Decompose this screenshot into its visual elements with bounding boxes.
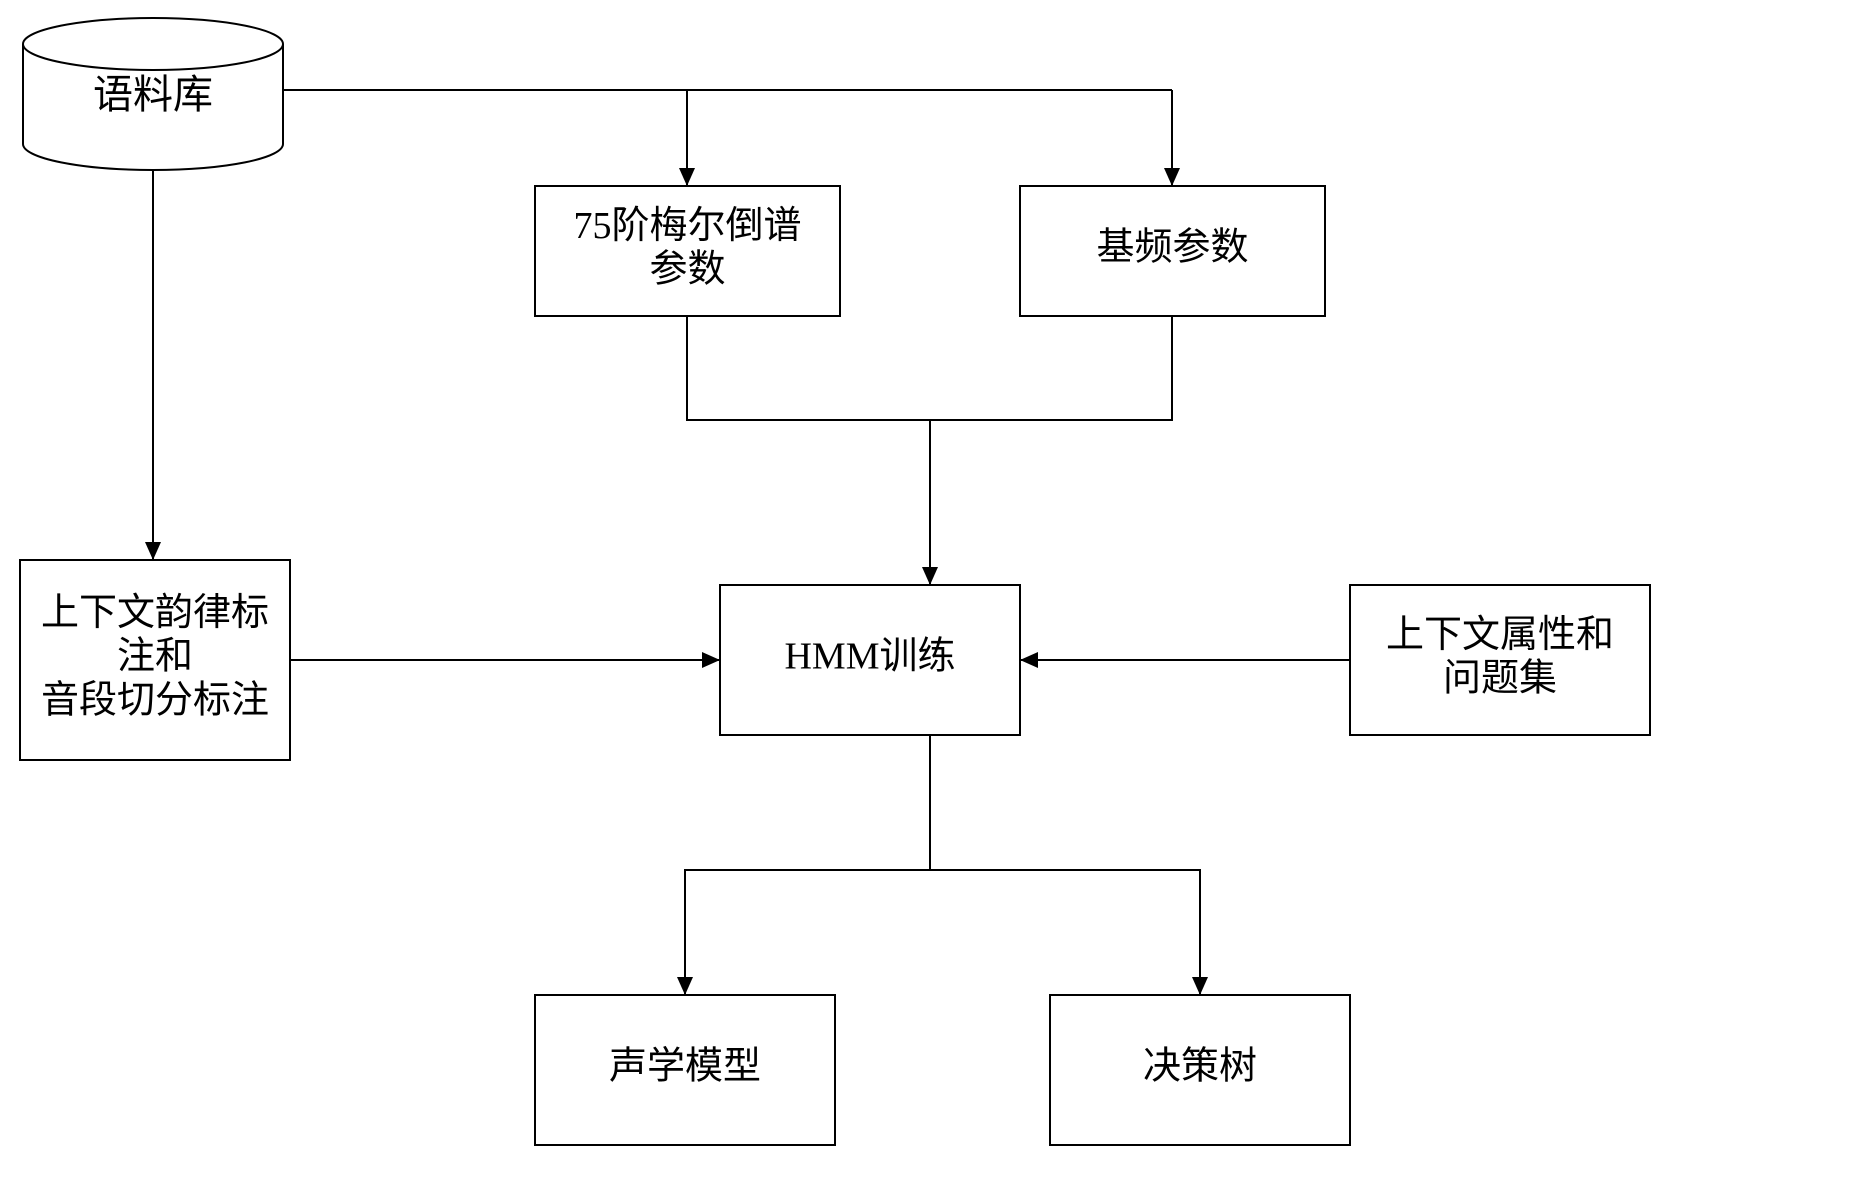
edge	[930, 870, 1200, 995]
arrowhead	[1192, 977, 1208, 995]
arrowhead	[702, 652, 720, 668]
node-prosody-label: 上下文韵律标	[41, 592, 269, 634]
node-dtree-label: 决策树	[1143, 1046, 1257, 1088]
node-prosody-label: 注和	[117, 636, 193, 678]
edge	[685, 870, 930, 995]
node-mel-label: 75阶梅尔倒谱	[573, 205, 801, 247]
node-f0-label: 基频参数	[1096, 227, 1248, 269]
arrowhead	[922, 567, 938, 585]
arrowhead	[145, 542, 161, 560]
arrowhead	[679, 168, 695, 186]
edge	[687, 316, 930, 420]
node-mel-label: 参数	[649, 249, 725, 291]
node-ctxq-label: 上下文属性和	[1386, 614, 1614, 656]
node-ctxq-label: 问题集	[1443, 658, 1557, 700]
node-hmm-label: HMM训练	[784, 636, 955, 678]
node-prosody-label: 音段切分标注	[41, 679, 269, 721]
edge	[930, 316, 1172, 420]
cylinder-top	[23, 18, 283, 70]
corpus-label: 语料库	[93, 72, 213, 117]
arrowhead	[1020, 652, 1038, 668]
arrowhead	[1164, 168, 1180, 186]
node-acoustic-label: 声学模型	[609, 1046, 761, 1088]
arrowhead	[677, 977, 693, 995]
